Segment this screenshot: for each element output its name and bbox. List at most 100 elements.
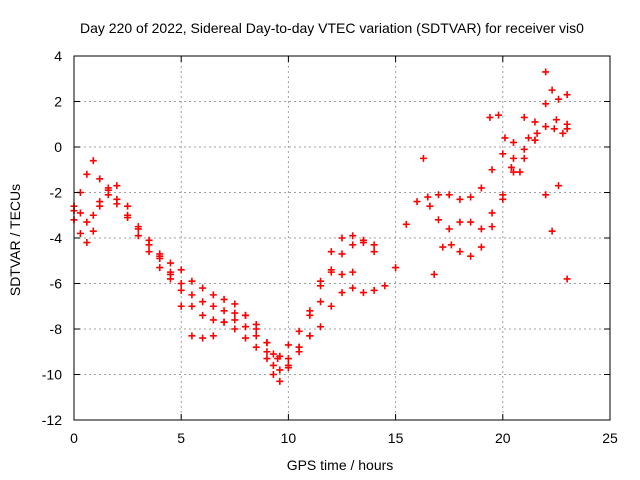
data-point-marker: [231, 300, 239, 308]
data-point-marker: [263, 348, 271, 356]
data-point-marker: [531, 118, 539, 126]
data-points-layer: [70, 68, 571, 385]
data-point-marker: [231, 316, 239, 324]
data-point-marker: [327, 248, 335, 256]
x-axis-label: GPS time / hours: [287, 457, 394, 473]
data-point-marker: [306, 311, 314, 319]
data-point-marker: [486, 113, 494, 121]
data-point-marker: [269, 361, 277, 369]
data-point-marker: [430, 270, 438, 278]
data-point-marker: [495, 111, 503, 119]
data-point-marker: [413, 198, 421, 206]
grid-layer: [74, 56, 610, 420]
x-tick-label: 15: [388, 430, 404, 446]
data-point-marker: [209, 302, 217, 310]
data-point-marker: [284, 364, 292, 372]
chart-title: Day 220 of 2022, Sidereal Day-to-day VTE…: [80, 20, 584, 36]
data-point-marker: [445, 191, 453, 199]
data-point-marker: [548, 86, 556, 94]
data-point-marker: [520, 145, 528, 153]
data-point-marker: [276, 366, 284, 374]
data-point-marker: [317, 282, 325, 290]
y-tick-label: -10: [42, 367, 62, 383]
data-point-marker: [338, 234, 346, 242]
data-point-marker: [269, 350, 277, 358]
data-point-marker: [231, 309, 239, 317]
data-point-marker: [284, 355, 292, 363]
data-point-marker: [555, 182, 563, 190]
data-point-marker: [419, 154, 427, 162]
data-point-marker: [166, 270, 174, 278]
data-point-marker: [96, 202, 104, 210]
data-point-marker: [242, 311, 250, 319]
data-point-marker: [488, 223, 496, 231]
data-point-marker: [156, 264, 164, 272]
data-point-marker: [488, 166, 496, 174]
data-point-marker: [559, 129, 567, 137]
data-point-marker: [113, 200, 121, 208]
data-point-marker: [542, 191, 550, 199]
data-point-marker: [370, 241, 378, 249]
series-2: [70, 186, 378, 385]
data-point-marker: [467, 193, 475, 201]
data-point-marker: [349, 268, 357, 276]
y-tick-label: -12: [42, 412, 62, 428]
data-point-marker: [76, 209, 84, 217]
data-point-marker: [447, 241, 455, 249]
data-point-marker: [188, 332, 196, 340]
data-point-marker: [520, 154, 528, 162]
data-point-marker: [124, 211, 132, 219]
data-point-marker: [209, 291, 217, 299]
data-point-marker: [338, 250, 346, 258]
series-5: [419, 68, 571, 233]
data-point-marker: [499, 150, 507, 158]
y-tick-label: 4: [54, 48, 62, 64]
data-point-marker: [499, 191, 507, 199]
data-point-marker: [83, 239, 91, 247]
data-point-marker: [89, 227, 97, 235]
data-point-marker: [263, 355, 271, 363]
x-tick-label: 20: [495, 430, 511, 446]
data-point-marker: [199, 298, 207, 306]
data-point-marker: [269, 371, 277, 378]
data-point-marker: [510, 154, 518, 162]
data-point-marker: [542, 68, 550, 76]
data-point-marker: [349, 232, 357, 240]
data-point-marker: [327, 302, 335, 310]
data-point-marker: [349, 284, 357, 292]
series-4: [156, 254, 357, 372]
data-point-marker: [188, 277, 196, 285]
data-point-marker: [220, 295, 228, 303]
data-point-marker: [166, 259, 174, 267]
data-point-marker: [477, 225, 485, 233]
data-point-marker: [370, 286, 378, 294]
data-point-marker: [501, 134, 509, 142]
data-point-marker: [284, 341, 292, 349]
x-tick-label: 5: [177, 430, 185, 446]
data-point-marker: [338, 289, 346, 297]
data-point-marker: [555, 95, 563, 103]
y-tick-label: -6: [50, 276, 63, 292]
data-point-marker: [89, 157, 97, 165]
data-point-marker: [424, 193, 432, 201]
data-point-marker: [520, 113, 528, 121]
data-point-marker: [533, 129, 541, 137]
data-point-marker: [317, 298, 325, 306]
y-tick-label: 0: [54, 139, 62, 155]
data-point-marker: [434, 191, 442, 199]
data-point-marker: [89, 211, 97, 219]
data-point-marker: [548, 227, 556, 235]
data-point-marker: [252, 320, 260, 328]
data-point-marker: [426, 202, 434, 210]
data-point-marker: [209, 332, 217, 340]
data-point-marker: [113, 182, 121, 190]
data-point-marker: [392, 264, 400, 272]
data-point-marker: [439, 243, 447, 251]
data-point-marker: [563, 125, 571, 133]
data-point-marker: [525, 134, 533, 142]
data-point-marker: [563, 275, 571, 283]
y-tick-label: 2: [54, 94, 62, 110]
data-point-marker: [188, 291, 196, 299]
data-point-marker: [96, 175, 104, 183]
